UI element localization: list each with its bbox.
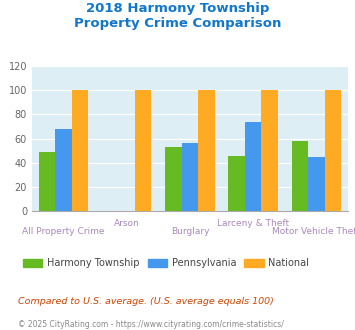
Legend: Harmony Township, Pennsylvania, National: Harmony Township, Pennsylvania, National xyxy=(19,254,313,272)
Bar xyxy=(72,90,88,211)
Text: Larceny & Theft: Larceny & Theft xyxy=(217,219,289,228)
Bar xyxy=(198,90,214,211)
Text: Compared to U.S. average. (U.S. average equals 100): Compared to U.S. average. (U.S. average … xyxy=(18,297,274,306)
Text: All Property Crime: All Property Crime xyxy=(22,227,105,236)
Bar xyxy=(261,90,278,211)
Bar xyxy=(55,129,72,211)
Bar xyxy=(182,144,198,211)
Bar xyxy=(245,122,261,211)
Bar xyxy=(324,90,341,211)
Text: Arson: Arson xyxy=(114,219,140,228)
Text: © 2025 CityRating.com - https://www.cityrating.com/crime-statistics/: © 2025 CityRating.com - https://www.city… xyxy=(18,320,284,329)
Bar xyxy=(292,141,308,211)
Text: Motor Vehicle Theft: Motor Vehicle Theft xyxy=(272,227,355,236)
Bar xyxy=(308,157,324,211)
Bar xyxy=(135,90,151,211)
Bar xyxy=(165,147,182,211)
Bar xyxy=(229,155,245,211)
Bar xyxy=(39,152,55,211)
Text: Burglary: Burglary xyxy=(171,227,209,236)
Text: 2018 Harmony Township
Property Crime Comparison: 2018 Harmony Township Property Crime Com… xyxy=(74,2,281,30)
